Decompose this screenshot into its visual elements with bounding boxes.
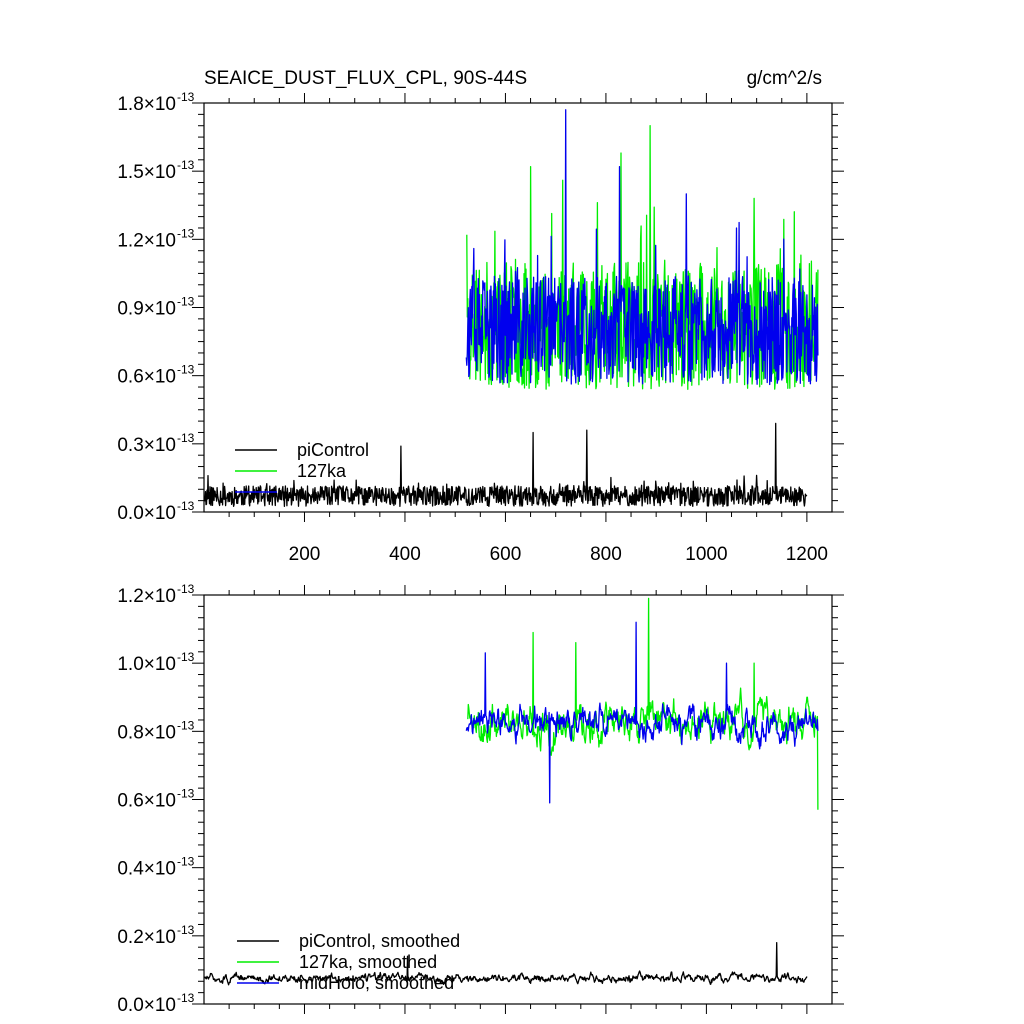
x-tick-label: 1200 (786, 544, 828, 565)
series-line-midholo-smoothed (465, 621, 819, 804)
y-tick-exponent: -13 (177, 991, 195, 1005)
y-tick-label: 1.0×10 (117, 654, 176, 675)
y-tick-exponent: -13 (177, 158, 195, 172)
series-line-midholo (465, 109, 819, 386)
y-tick-label: 1.8×10 (117, 94, 176, 115)
x-tick-label: 1000 (685, 544, 727, 565)
y-tick-exponent: -13 (177, 855, 195, 869)
x-tick-label: 600 (490, 544, 522, 565)
y-tick-label: 0.6×10 (117, 791, 176, 812)
y-tick-label: 0.0×10 (117, 503, 176, 524)
y-tick-exponent: -13 (177, 787, 195, 801)
x-tick-label: 400 (389, 544, 421, 565)
y-tick-label: 1.5×10 (117, 162, 176, 183)
legend-label: 127ka, smoothed (299, 952, 437, 972)
y-tick-label: 1.2×10 (117, 586, 176, 607)
y-tick-label: 0.2×10 (117, 927, 176, 948)
y-tick-label: 1.2×10 (117, 230, 176, 251)
legend-label: midHolo, smoothed (299, 973, 454, 993)
y-tick-exponent: -13 (177, 582, 195, 596)
series-line-picontrol (203, 422, 808, 507)
y-tick-label: 0.8×10 (117, 722, 176, 743)
y-tick-exponent: -13 (177, 90, 195, 104)
x-tick-label: 800 (590, 544, 622, 565)
y-tick-exponent: -13 (177, 923, 195, 937)
legend-label: piControl, smoothed (299, 931, 460, 951)
y-tick-label: 0.0×10 (117, 995, 176, 1016)
y-tick-exponent: -13 (177, 718, 195, 732)
y-tick-label: 0.3×10 (117, 435, 176, 456)
chart-title: SEAICE_DUST_FLUX_CPL, 90S-44S (204, 68, 527, 89)
legend-label: piControl (297, 440, 369, 460)
y-tick-label: 0.9×10 (117, 299, 176, 320)
panel-smoothed: 0.0×10 -130.2×10 -130.4×10 -130.6×10 -130.8×… (117, 582, 844, 1016)
y-tick-exponent: -13 (177, 431, 195, 445)
y-tick-label: 0.6×10 (117, 367, 176, 388)
y-tick-exponent: -13 (177, 295, 195, 309)
series-line-picontrol-smoothed (203, 941, 808, 986)
x-tick-label: 200 (289, 544, 321, 565)
chart-units: g/cm^2/s (747, 68, 822, 89)
y-tick-exponent: -13 (177, 226, 195, 240)
y-tick-label: 0.4×10 (117, 859, 176, 880)
y-tick-exponent: -13 (177, 650, 195, 664)
legend-label: 127ka (297, 461, 347, 481)
y-tick-exponent: -13 (177, 363, 195, 377)
y-tick-exponent: -13 (177, 499, 195, 513)
